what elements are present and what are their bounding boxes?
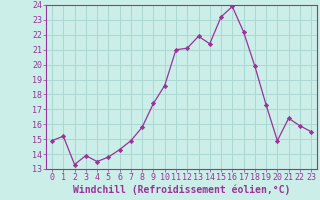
- X-axis label: Windchill (Refroidissement éolien,°C): Windchill (Refroidissement éolien,°C): [73, 185, 290, 195]
